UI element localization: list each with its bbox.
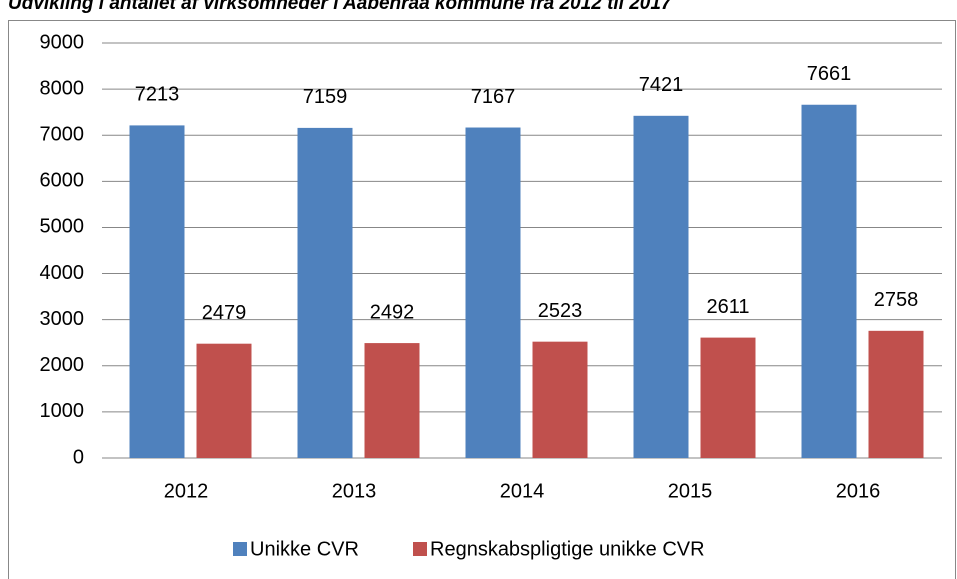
y-tick-label: 5000	[40, 216, 85, 238]
bar	[465, 127, 521, 458]
y-tick-label: 8000	[40, 77, 85, 99]
x-tick-label: 2012	[164, 480, 209, 502]
bar	[364, 343, 420, 458]
value-label: 7167	[471, 86, 516, 108]
y-tick-label: 2000	[40, 354, 85, 376]
legend-swatch	[413, 542, 427, 556]
value-label: 2758	[874, 289, 919, 311]
bar	[633, 115, 689, 458]
y-tick-label: 0	[73, 446, 84, 468]
bar	[532, 341, 588, 458]
bar	[297, 127, 353, 458]
y-tick-label: 9000	[40, 31, 85, 53]
legend-label: Unikke CVR	[250, 538, 359, 560]
bar	[196, 343, 252, 458]
value-label: 7421	[639, 74, 684, 96]
value-label: 2611	[706, 296, 749, 318]
value-label: 7661	[807, 63, 852, 85]
value-label: 2523	[538, 300, 583, 322]
y-tick-label: 6000	[40, 170, 85, 192]
chart-title: Udvikling i antallet af virksomheder i A…	[8, 0, 673, 14]
y-tick-label: 3000	[40, 308, 85, 330]
value-label: 7213	[135, 84, 180, 106]
value-label: 7159	[303, 86, 348, 108]
x-tick-label: 2013	[332, 480, 377, 502]
value-label: 2479	[202, 302, 247, 324]
bar	[129, 125, 185, 458]
x-tick-label: 2016	[836, 480, 881, 502]
value-label: 2492	[370, 301, 415, 323]
bar	[700, 337, 756, 458]
x-tick-label: 2014	[500, 480, 545, 502]
y-tick-label: 7000	[40, 124, 85, 146]
y-tick-label: 1000	[40, 400, 85, 422]
bar	[868, 330, 924, 458]
legend-swatch	[233, 542, 247, 556]
y-tick-label: 4000	[40, 262, 85, 284]
legend-label: Regnskabspligtige unikke CVR	[430, 538, 705, 560]
x-tick-label: 2015	[668, 480, 713, 502]
bar	[801, 104, 857, 459]
